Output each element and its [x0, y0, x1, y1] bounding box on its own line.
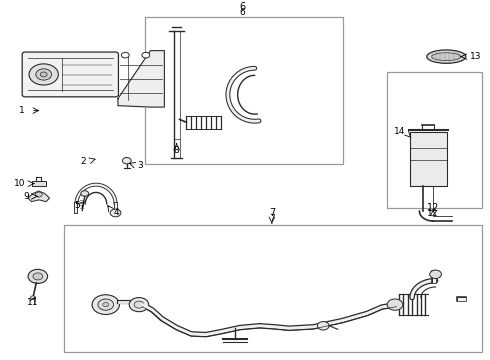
Circle shape: [33, 273, 43, 280]
Circle shape: [110, 209, 121, 217]
Circle shape: [81, 191, 89, 196]
Text: 7: 7: [269, 215, 275, 224]
Circle shape: [142, 52, 150, 58]
Circle shape: [318, 321, 329, 330]
Circle shape: [40, 72, 47, 77]
Circle shape: [30, 296, 35, 299]
Circle shape: [103, 302, 109, 307]
Circle shape: [92, 295, 120, 315]
Text: 11: 11: [26, 298, 38, 307]
Ellipse shape: [432, 53, 461, 60]
Circle shape: [122, 52, 129, 58]
Circle shape: [387, 299, 403, 310]
Circle shape: [98, 299, 114, 310]
Text: 13: 13: [470, 52, 481, 61]
Text: 8: 8: [174, 146, 179, 155]
Text: 3: 3: [138, 162, 143, 171]
Circle shape: [29, 64, 58, 85]
Circle shape: [122, 158, 131, 164]
Text: 4: 4: [113, 208, 119, 217]
Text: 12: 12: [427, 210, 439, 219]
Bar: [32, 181, 46, 186]
Ellipse shape: [427, 50, 466, 63]
Bar: [64, 225, 482, 352]
Text: 14: 14: [394, 127, 405, 136]
Text: 6: 6: [240, 8, 245, 17]
Text: 9: 9: [24, 192, 29, 201]
Text: 2: 2: [80, 157, 86, 166]
Circle shape: [129, 298, 149, 312]
Circle shape: [134, 301, 144, 308]
Text: 1: 1: [20, 106, 25, 115]
Circle shape: [36, 69, 51, 80]
Bar: [410, 132, 447, 186]
Circle shape: [430, 270, 441, 279]
Polygon shape: [118, 51, 164, 107]
Circle shape: [28, 269, 48, 283]
Text: 7: 7: [269, 208, 275, 218]
FancyBboxPatch shape: [22, 52, 119, 97]
Text: 6: 6: [240, 2, 245, 12]
Text: 10: 10: [14, 179, 25, 188]
Text: 12: 12: [427, 203, 440, 213]
Bar: [145, 17, 343, 163]
Polygon shape: [28, 191, 49, 202]
Circle shape: [35, 192, 42, 197]
Text: 5: 5: [74, 201, 80, 210]
Bar: [387, 72, 482, 208]
